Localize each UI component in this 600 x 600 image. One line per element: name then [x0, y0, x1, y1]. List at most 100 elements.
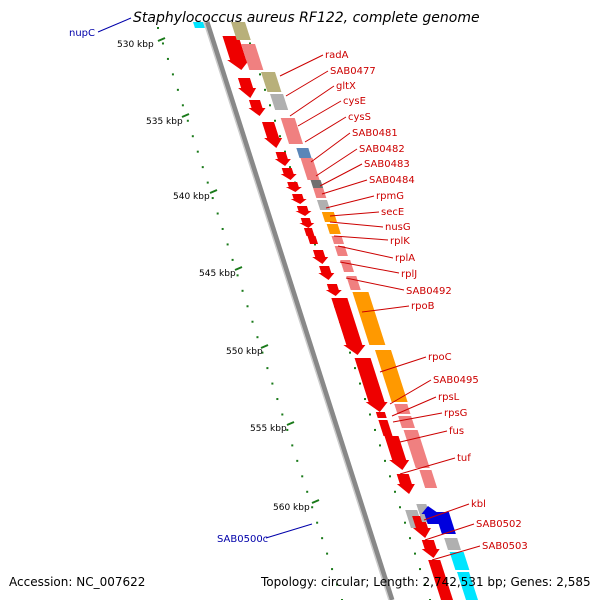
gene-label[interactable]: cysS — [348, 112, 371, 123]
outer-tick-dot — [301, 475, 304, 478]
label-leaders — [97, 17, 481, 561]
outer-tick-dot — [306, 490, 309, 493]
gene-arrow — [312, 250, 329, 264]
gene-label[interactable]: nusG — [385, 222, 411, 233]
gene-label[interactable]: tuf — [457, 453, 471, 464]
inner-tick-dot — [364, 398, 366, 401]
outer-tick-dot — [186, 119, 189, 122]
outer-tick-dot — [291, 444, 294, 447]
gene-label[interactable]: rpsL — [438, 392, 460, 403]
gene-block-olive — [261, 72, 282, 92]
outer-tick-dot — [166, 57, 169, 60]
gene-label[interactable]: rplK — [390, 236, 410, 247]
outer-tick-dot — [181, 104, 184, 107]
outer-tick-dot — [226, 243, 229, 246]
outer-tick-dot — [241, 289, 244, 292]
leader-line-blue — [265, 523, 313, 539]
boundary-label[interactable]: SAB0500c — [217, 534, 268, 545]
outer-tick-dot — [271, 382, 274, 385]
kbp-ticks: 530 kbp 535 kbp 540 kbp 545 kbp 550 kbp … — [117, 40, 310, 513]
gene-block-pink — [313, 188, 327, 198]
gene-arrow-cysS — [262, 122, 283, 148]
gene-block-blue — [434, 512, 456, 534]
major-tick-mark — [286, 421, 295, 426]
gene-block-grey — [444, 538, 461, 550]
gene-arrow-fus — [384, 436, 410, 470]
kbp-tick-label: 545 kbp — [199, 269, 236, 279]
outer-tick-dot — [157, 27, 159, 29]
leader-line — [289, 85, 335, 117]
gene-block-grey — [270, 94, 289, 110]
gene-label[interactable]: SAB0495 — [433, 375, 479, 386]
kbp-tick-label: 530 kbp — [117, 40, 154, 50]
outer-tick-dot — [251, 320, 254, 323]
gene-label[interactable]: gltX — [336, 81, 356, 92]
leader-line — [399, 457, 456, 475]
gene-label[interactable]: SAB0481 — [352, 128, 398, 139]
outer-tick-dot — [191, 135, 194, 138]
major-tick-mark — [234, 266, 243, 271]
inner-tick-dot — [284, 150, 286, 153]
gene-block-pink — [334, 246, 348, 256]
gene-label[interactable]: kbl — [471, 499, 486, 510]
gene-label[interactable]: SAB0482 — [359, 144, 405, 155]
gene-block-steel — [296, 148, 312, 158]
gene-label[interactable]: rpoB — [411, 301, 435, 312]
kbp-tick-label: 555 kbp — [250, 424, 287, 434]
gene-label[interactable]: SAB0477 — [330, 66, 376, 77]
gene-arrow — [295, 206, 312, 216]
gene-label[interactable]: secE — [381, 207, 404, 218]
inner-tick-dot — [249, 42, 251, 45]
gene-block-cyan — [457, 572, 478, 600]
gene-label[interactable]: rpsG — [444, 408, 467, 419]
gene-label[interactable]: rpmG — [376, 191, 404, 202]
gene-block-pink — [398, 416, 415, 428]
gene-label[interactable]: SAB0484 — [369, 175, 415, 186]
genome-backbone — [204, 21, 395, 600]
inner-tick-dot — [259, 73, 261, 76]
gene-label[interactable]: rplJ — [401, 269, 417, 280]
leader-line — [379, 356, 427, 373]
gene-arrow — [318, 266, 335, 280]
leader-line — [329, 211, 380, 217]
gene-arrow — [280, 168, 297, 180]
gene-block-pink — [331, 236, 345, 244]
gene-labels: radA SAB0477 gltX cysE cysS SAB0481 SAB0… — [69, 28, 528, 552]
gene-block-orange-rpoB — [352, 292, 386, 345]
outer-tick-dot — [196, 150, 199, 153]
gene-block-pink — [419, 470, 438, 488]
boundary-label[interactable]: nupC — [69, 28, 95, 39]
leader-line — [325, 195, 375, 209]
major-tick-mark — [209, 189, 218, 194]
gene-label[interactable]: SAB0502 — [476, 519, 522, 530]
inner-tick-dot — [369, 413, 371, 416]
gene-label[interactable]: rpoC — [428, 352, 452, 363]
gene-block-orange — [321, 212, 338, 222]
leader-line — [431, 545, 481, 561]
outer-tick-dot — [321, 537, 324, 540]
gene-label[interactable]: SAB0483 — [364, 159, 410, 170]
inner-tick-dot — [419, 568, 421, 571]
gene-label[interactable]: SAB0503 — [482, 541, 528, 552]
gene-arrow-tuf — [396, 474, 415, 494]
inner-tick-dot — [409, 537, 411, 540]
gene-label[interactable]: fus — [449, 426, 464, 437]
outer-tick-dot — [336, 583, 339, 586]
gene-label[interactable]: radA — [325, 50, 349, 61]
leader-line — [297, 100, 342, 127]
gene-label[interactable]: cysE — [343, 96, 366, 107]
outer-tick-dot — [206, 181, 209, 184]
gene-block-orange-rpoC — [374, 350, 408, 402]
inner-tick-dot — [379, 444, 381, 447]
outer-tick-dot — [311, 506, 314, 509]
leader-line — [310, 132, 351, 163]
outer-tick-dot — [331, 568, 334, 571]
inner-tick-dot — [399, 506, 401, 509]
leader-line — [424, 523, 475, 541]
gene-label[interactable]: SAB0492 — [406, 286, 452, 297]
gene-block-grey — [316, 200, 331, 210]
genome-backbone-highlight — [203, 21, 390, 600]
gene-label[interactable]: rplA — [395, 253, 415, 264]
